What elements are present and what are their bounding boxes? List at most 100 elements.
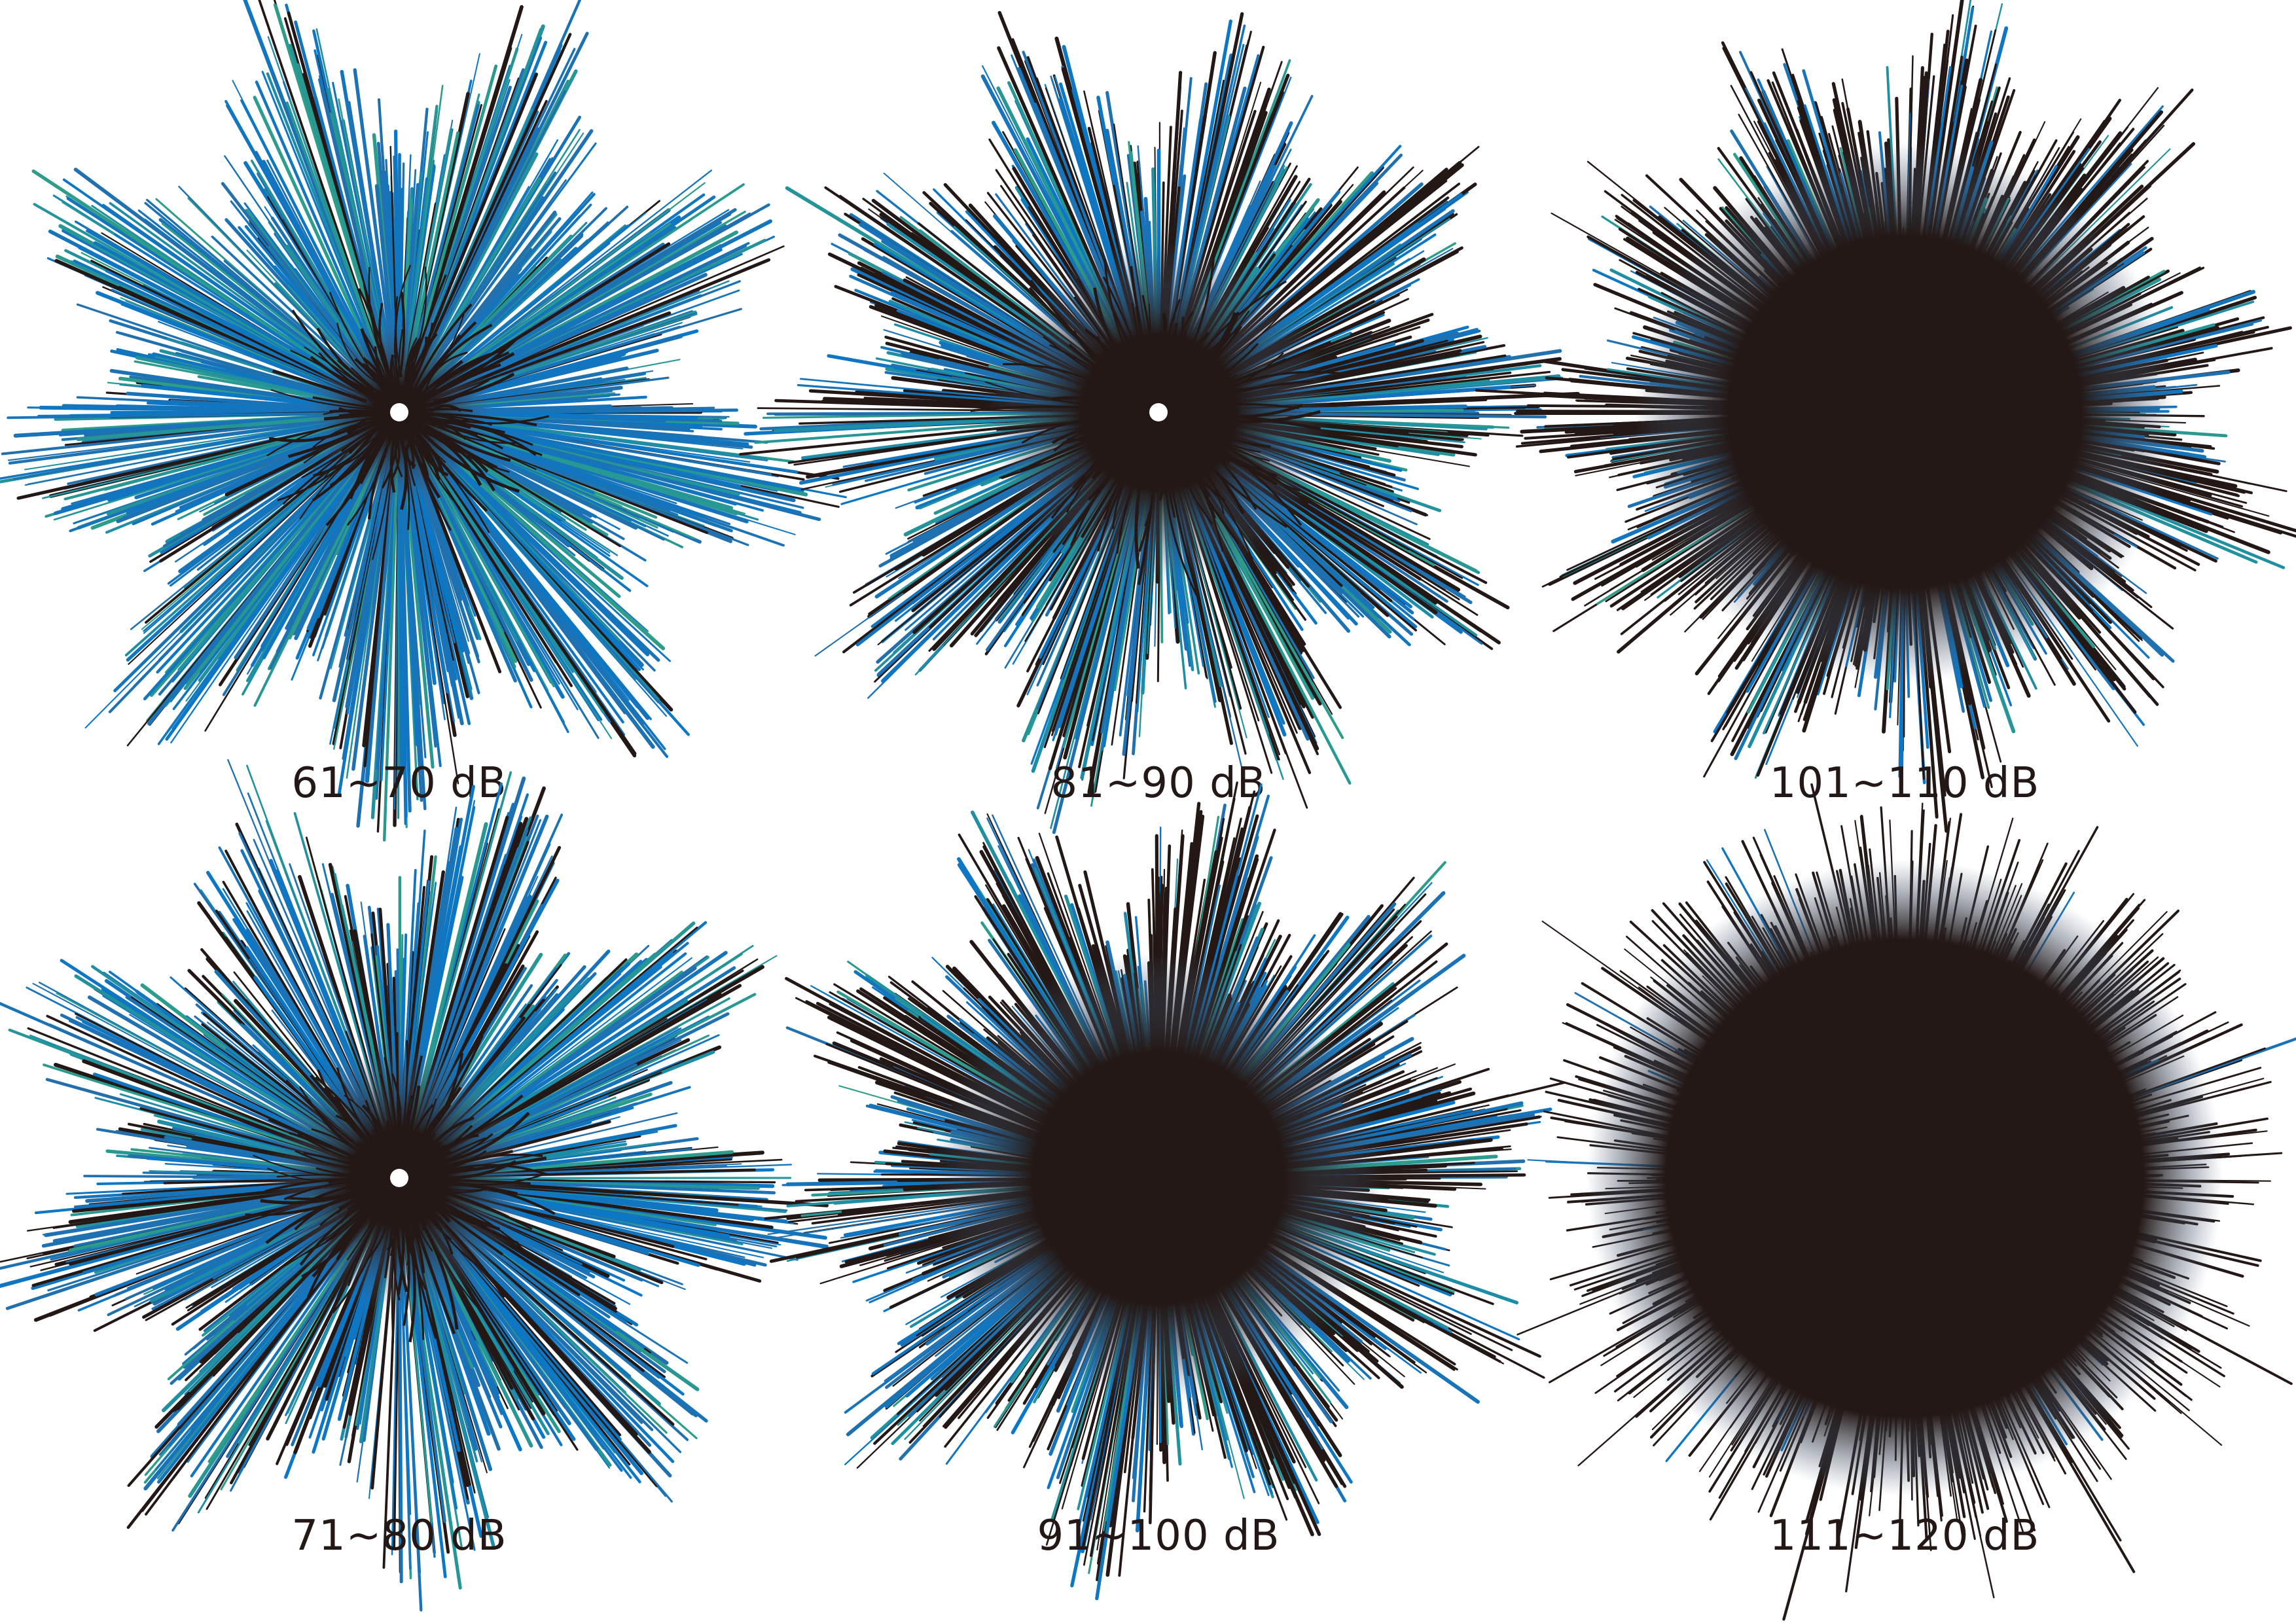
tendril (287, 416, 389, 458)
tendril (429, 1164, 548, 1179)
tendril (1181, 428, 1230, 463)
tendril (358, 1141, 377, 1159)
dark-core (1634, 141, 2176, 683)
tendril (356, 1143, 382, 1165)
tendril (1134, 429, 1158, 569)
tendril (272, 369, 367, 403)
tendril (1144, 423, 1160, 527)
tendril (405, 1103, 434, 1163)
tendril (401, 346, 417, 402)
tendril (384, 1212, 396, 1279)
tendril (310, 355, 391, 408)
tendril (412, 1086, 462, 1158)
tendril (416, 1094, 524, 1168)
tendril (391, 438, 401, 478)
center-hole (1149, 403, 1168, 421)
tendril (412, 408, 473, 414)
sound-urchin-111-120 (1516, 783, 2296, 1621)
tendril (1131, 302, 1152, 382)
spike (73, 168, 377, 395)
tendril (1177, 325, 1242, 393)
tendril (418, 1188, 488, 1228)
tendril (1172, 435, 1258, 573)
tendril (363, 283, 396, 395)
tendril (429, 1133, 479, 1162)
tendril (1158, 317, 1167, 394)
tendril (408, 1188, 507, 1298)
tendril (412, 379, 490, 409)
tendril (1166, 431, 1213, 525)
tendril (276, 1194, 378, 1272)
tendril (1174, 393, 1215, 408)
tendril (391, 1192, 400, 1343)
tendril (1110, 306, 1155, 401)
tendril (389, 354, 398, 389)
tendril (299, 435, 378, 520)
tendril (318, 352, 385, 402)
tendril (361, 363, 388, 396)
tendril (336, 323, 380, 385)
tendril (346, 427, 393, 526)
tendril (1084, 328, 1140, 391)
tendril (1030, 279, 1148, 402)
spike (376, 452, 399, 770)
tendril (401, 1109, 412, 1158)
tendril (336, 1204, 380, 1261)
tendril (312, 424, 388, 502)
tendril (342, 1194, 386, 1241)
tendril (315, 1167, 385, 1178)
tendril (417, 1193, 451, 1223)
sound-urchin-91-100 (764, 781, 1566, 1601)
tendril (1159, 334, 1174, 382)
panel-label-71-80: 71~80 dB (291, 1512, 507, 1560)
tendril (346, 1200, 386, 1261)
tendril (401, 1201, 410, 1236)
tendril (414, 1178, 518, 1196)
tendril (1166, 327, 1242, 404)
tendril (423, 1116, 475, 1158)
tendril (332, 1206, 386, 1313)
center-hole (390, 403, 408, 421)
tendril (366, 1205, 389, 1261)
tendril (415, 1189, 504, 1256)
panel-111-120: 111~120 dB (1516, 783, 2296, 1623)
tendril (1141, 294, 1157, 394)
tendril (1173, 312, 1237, 393)
tendril (406, 1199, 459, 1330)
tendril (361, 1104, 389, 1156)
tendril (1175, 431, 1197, 456)
tendril (970, 405, 1139, 414)
tendril (403, 431, 415, 469)
tendril (420, 414, 493, 426)
spike (429, 182, 706, 391)
tendril (374, 1130, 386, 1149)
panel-label-101-110: 101~110 dB (1769, 759, 2040, 808)
tendril (297, 1133, 372, 1168)
panel-91-100: 91~100 dB (764, 781, 1566, 1623)
tendril (266, 417, 384, 457)
tendril (407, 1133, 436, 1168)
tendril (430, 422, 504, 450)
tendril (409, 1150, 452, 1174)
tendril (1003, 363, 1129, 404)
tendril (422, 397, 456, 408)
tendril (426, 1183, 459, 1194)
tendril (410, 418, 510, 473)
tendril (372, 441, 395, 560)
tendril (395, 264, 412, 378)
tendril (408, 415, 537, 471)
tendril (398, 434, 408, 510)
tendril (1189, 404, 1303, 419)
tendril (1160, 316, 1184, 401)
sound-urchin-71-80 (0, 758, 831, 1612)
tendril (412, 1198, 454, 1255)
tendril (380, 1073, 398, 1164)
tendril (1106, 418, 1131, 426)
tendril (1176, 372, 1213, 400)
spike (433, 425, 749, 546)
tendril (1176, 380, 1313, 410)
tendril (1103, 259, 1156, 402)
tendril (421, 1190, 535, 1261)
tendril (1160, 443, 1170, 486)
